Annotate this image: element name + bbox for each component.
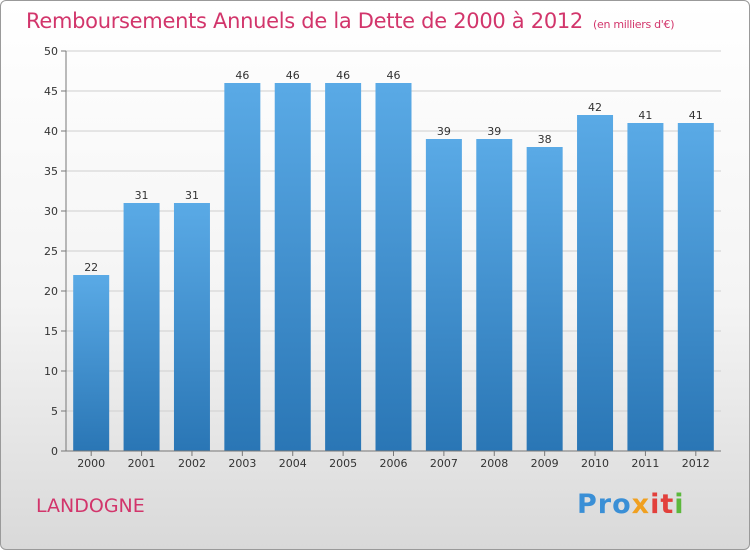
bar-value-label: 31: [135, 189, 149, 202]
x-tick-label: 2007: [430, 457, 458, 470]
bar: [375, 83, 412, 451]
bar-value-label: 46: [336, 69, 350, 82]
x-tick-label: 2006: [380, 457, 408, 470]
bar: [325, 83, 362, 451]
x-tick-label: 2005: [329, 457, 357, 470]
y-tick-label: 40: [44, 125, 58, 138]
bar: [173, 203, 210, 451]
chart-title: Remboursements Annuels de la Dette de 20…: [26, 9, 674, 33]
y-tick-label: 15: [44, 325, 58, 338]
y-tick-label: 20: [44, 285, 58, 298]
unit-note: (en milliers d'€): [593, 18, 675, 31]
x-tick-label: 2010: [581, 457, 609, 470]
x-tick-label: 2001: [128, 457, 156, 470]
bar-value-label: 41: [638, 109, 652, 122]
y-tick-label: 50: [44, 45, 58, 58]
x-tick-label: 2011: [631, 457, 659, 470]
x-tick-label: 2004: [279, 457, 307, 470]
commune-name: LANDOGNE: [36, 495, 145, 517]
axes: 0 5 10 15 20 25 30 35 40 45 50 2000 2001 2002 2003 2004…: [44, 45, 721, 470]
bars: 22 31 31 46 46 46 46 39 39 38 42 41 41: [73, 69, 714, 451]
bar: [677, 123, 714, 451]
bar-value-label: 39: [437, 125, 451, 138]
bar: [224, 83, 261, 451]
chart-title-text: Remboursements Annuels de la Dette de 20…: [26, 9, 583, 33]
bar: [123, 203, 160, 451]
bar-value-label: 38: [538, 133, 552, 146]
x-tick-label: 2012: [682, 457, 710, 470]
x-tick-label: 2000: [77, 457, 105, 470]
y-tick-label: 10: [44, 365, 58, 378]
y-tick-label: 25: [44, 245, 58, 258]
bar-value-label: 46: [387, 69, 401, 82]
y-tick-label: 30: [44, 205, 58, 218]
bar-value-label: 42: [588, 101, 602, 114]
bar: [526, 147, 563, 451]
bar-value-label: 22: [84, 261, 98, 274]
x-tick-label: 2002: [178, 457, 206, 470]
bar: [274, 83, 311, 451]
x-tick-label: 2008: [480, 457, 508, 470]
y-tick-label: 0: [51, 445, 58, 458]
bar: [425, 139, 462, 451]
bar-value-label: 41: [689, 109, 703, 122]
x-tick-label: 2003: [228, 457, 256, 470]
bar-value-label: 39: [487, 125, 501, 138]
x-tick-label: 2009: [531, 457, 559, 470]
proxiti-logo: Proxiti: [577, 489, 685, 520]
bar: [627, 123, 664, 451]
bar: [476, 139, 513, 451]
bar: [73, 275, 110, 451]
bar-value-label: 46: [235, 69, 249, 82]
y-tick-label: 5: [51, 405, 58, 418]
bar-value-label: 31: [185, 189, 199, 202]
bar-value-label: 46: [286, 69, 300, 82]
bar: [577, 115, 614, 451]
y-tick-label: 35: [44, 165, 58, 178]
y-tick-label: 45: [44, 85, 58, 98]
